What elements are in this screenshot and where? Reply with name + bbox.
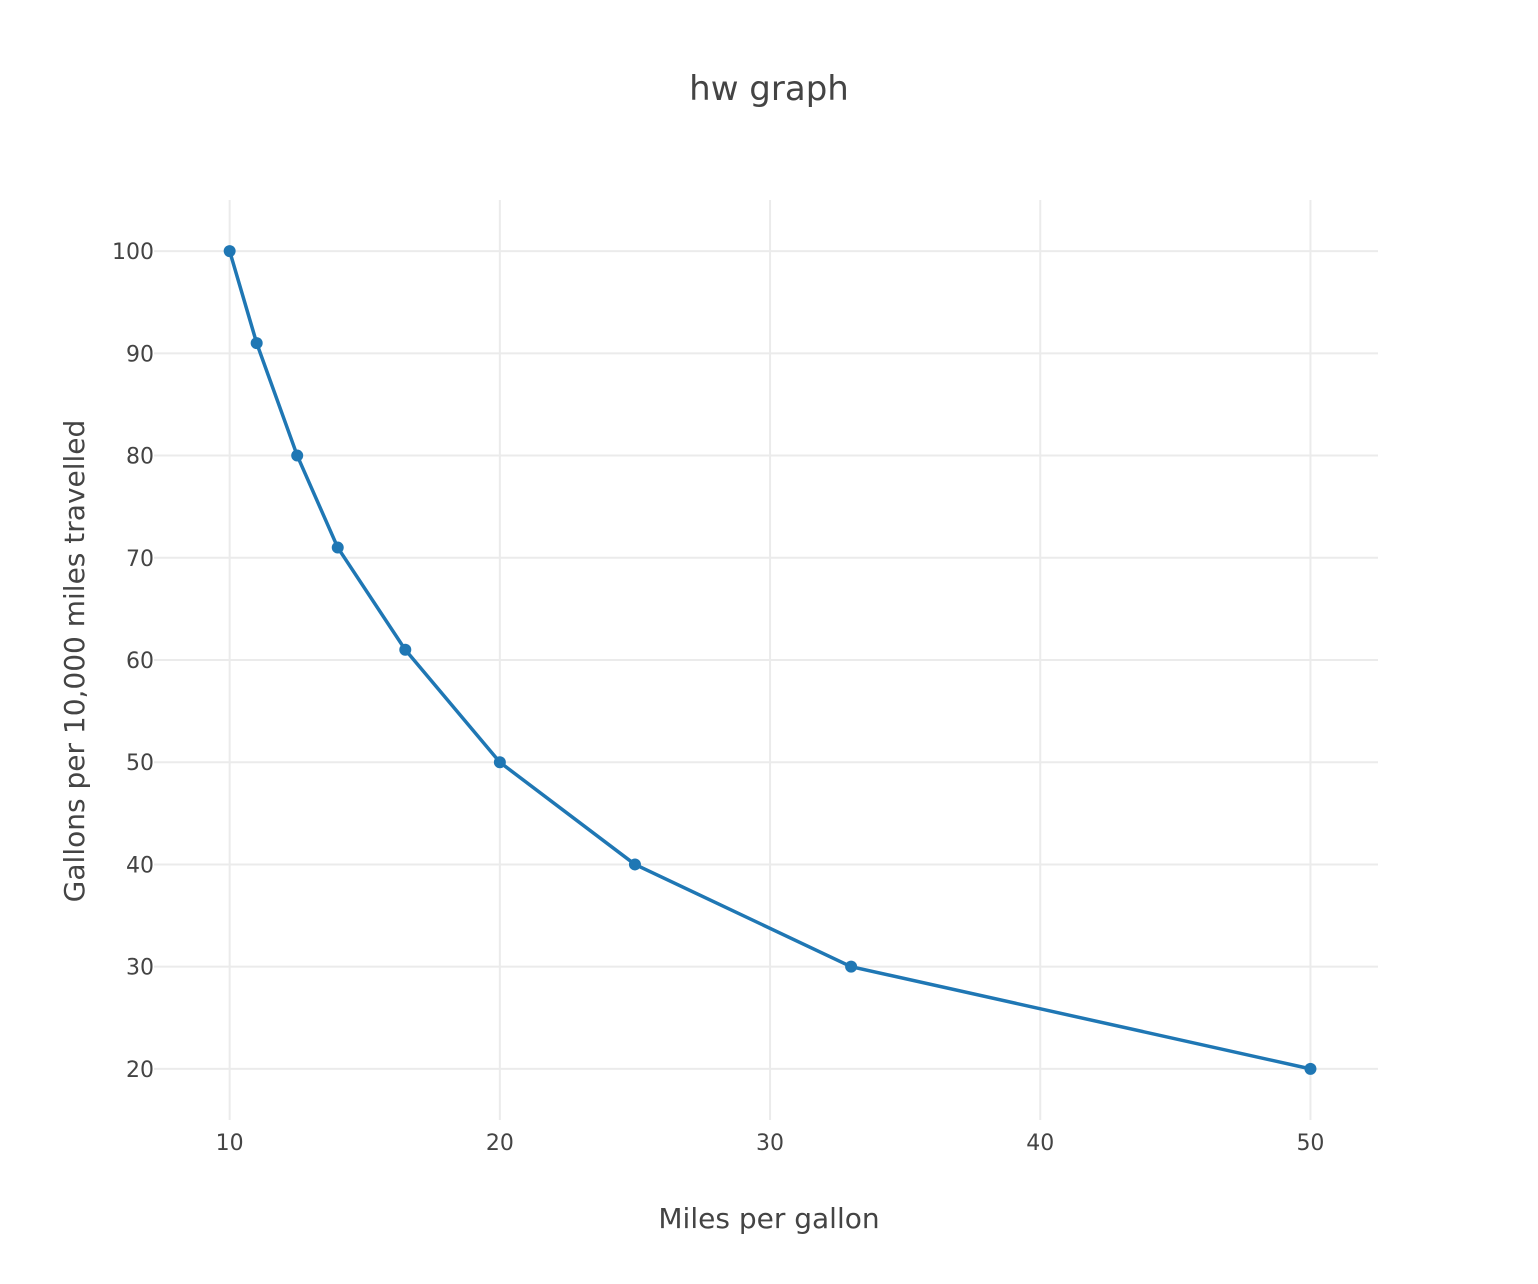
y-tick-label: 40	[126, 853, 154, 878]
y-tick-label: 90	[126, 342, 154, 367]
y-tick-label: 20	[126, 1058, 154, 1083]
x-tick-label: 30	[756, 1131, 784, 1156]
x-tick-label: 10	[216, 1131, 244, 1156]
chart-title: hw graph	[689, 69, 849, 109]
y-tick-label: 50	[126, 751, 154, 776]
data-point	[250, 337, 263, 350]
data-point	[331, 541, 344, 554]
x-tick-labels: 10 20 30 40 50	[216, 1131, 1325, 1156]
data-point	[291, 449, 304, 462]
x-tick-label: 20	[486, 1131, 514, 1156]
data-point	[223, 245, 236, 258]
y-tick-labels: 20 30 40 50 60 70 80 90 100	[112, 240, 154, 1083]
y-tick-label: 80	[126, 445, 154, 470]
x-tick-label: 50	[1296, 1131, 1324, 1156]
x-gridlines	[228, 200, 1312, 1120]
y-tick-label: 100	[112, 240, 154, 265]
data-point	[493, 756, 506, 769]
data-point	[845, 960, 858, 973]
y-gridlines	[154, 250, 1378, 1070]
data-point	[1304, 1062, 1317, 1075]
x-axis-title: Miles per gallon	[658, 1202, 879, 1235]
y-tick-label: 70	[126, 547, 154, 572]
data-point	[399, 643, 412, 656]
y-axis-title: Gallons per 10,000 miles travelled	[58, 420, 91, 903]
series-points	[223, 245, 1317, 1075]
y-tick-label: 60	[126, 649, 154, 674]
y-tick-label: 30	[126, 956, 154, 981]
data-point	[628, 858, 641, 871]
x-tick-label: 40	[1026, 1131, 1054, 1156]
